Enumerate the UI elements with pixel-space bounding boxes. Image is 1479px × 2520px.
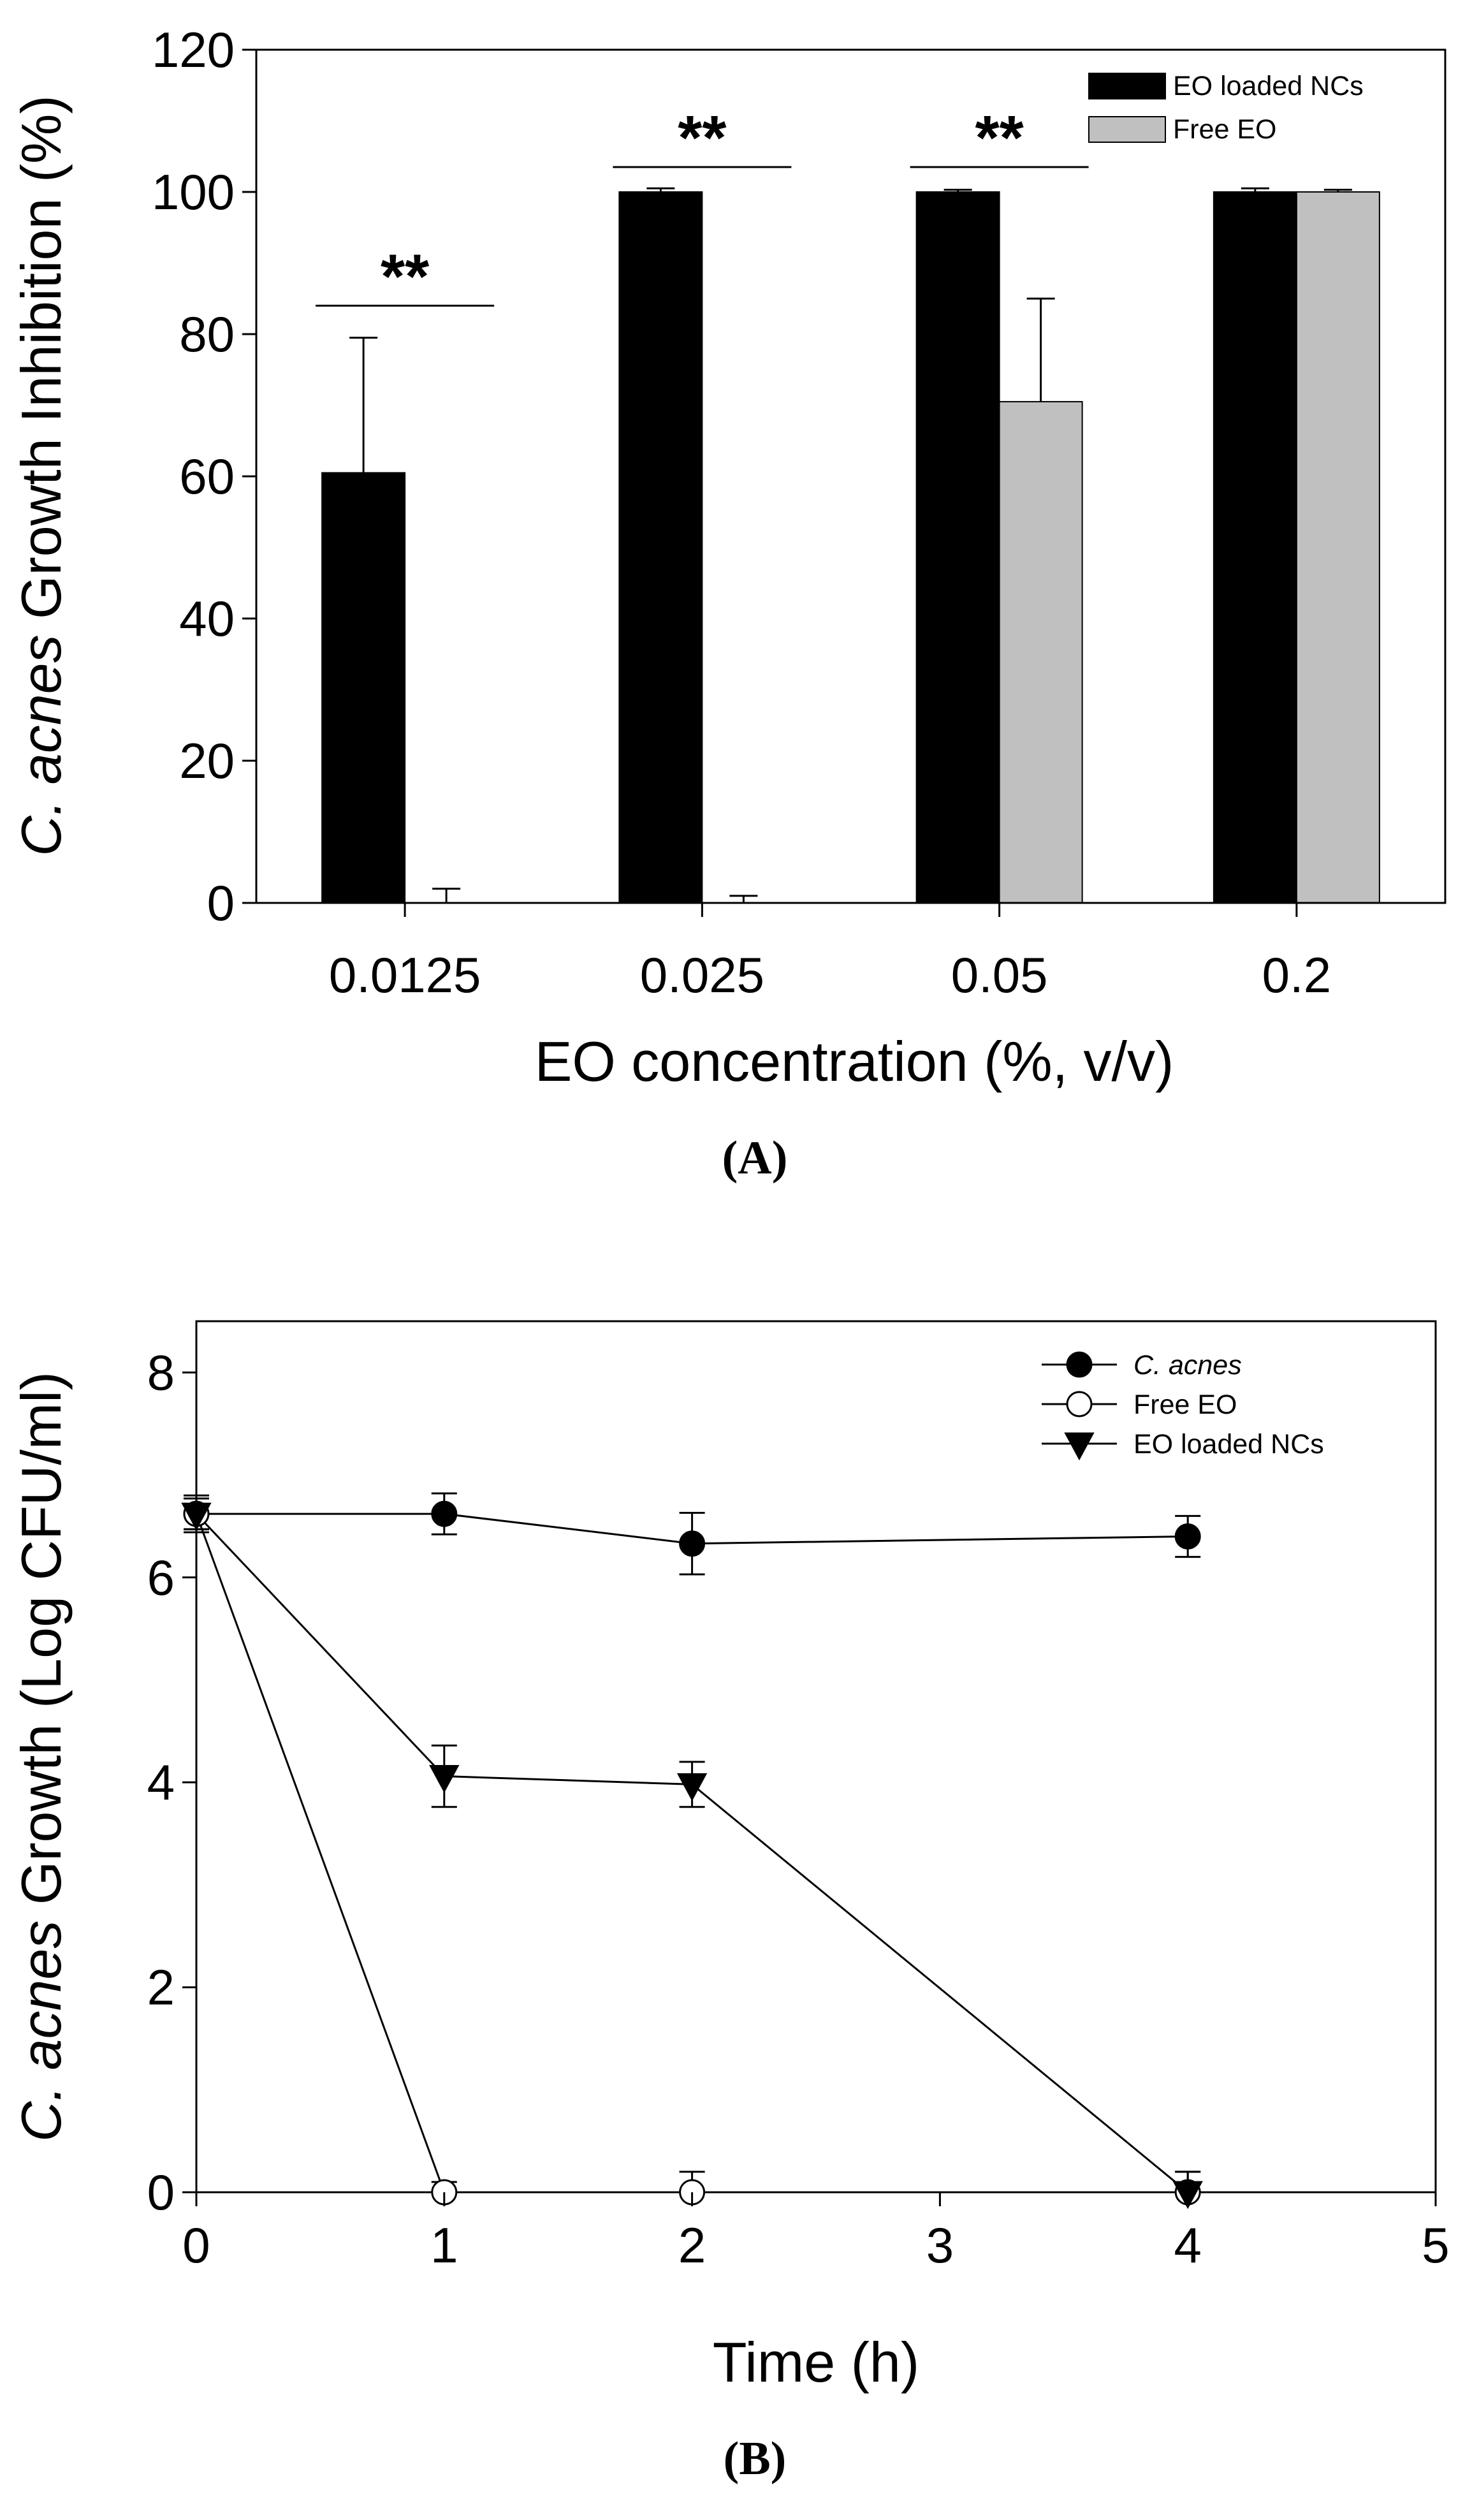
x-tick-label-0-0125: 0.0125 [329,947,481,1003]
marker-eo-loaded-ncs-2 [676,1773,708,1801]
series-line-c-acnes [196,1513,1188,1545]
x-axis-ticks: 0 1 2 3 4 5 [182,2192,1450,2273]
significance-label-0-025: ** [678,103,727,173]
y-tick-label-2: 2 [147,1960,175,2016]
series-line-free-eo [195,1513,1188,2194]
error-bar-eo-loaded-ncs-0-2 [1241,187,1269,192]
y-tick-label-0: 0 [147,2164,175,2220]
bar-eo-loaded-ncs-0-05 [915,191,1000,904]
y-axis-ticks: 0 20 40 60 80 100 120 [152,22,256,931]
legend-swatch-free-eo [1088,116,1166,143]
marker-eo-loaded-ncs-0 [181,1502,212,1531]
x-tick-label-0-025: 0.025 [640,947,764,1003]
error-bar-free-eo-0-2 [1323,189,1352,192]
error-bars-group [184,1492,1201,2194]
markers-group [181,1500,1203,2209]
panel-b-y-axis-label: C. acnes Growth (Log CFU/ml) [10,1372,73,2142]
panel-a-legend: EO loaded NCs Free EO [1088,71,1364,145]
bar-eo-loaded-ncs-0-025 [618,191,703,904]
x-tick-label-0-2: 0.2 [1262,947,1331,1003]
error-bars-group [349,187,1352,903]
y-axis-ticks: 0 2 4 6 8 [147,1344,196,2220]
marker-eo-loaded-ncs-1 [429,1765,460,1793]
error-bar-eo-loaded-ncs-0-0125 [349,337,378,473]
panel-a-x-axis-label: EO concentration (%, v/v) [535,1030,1174,1093]
x-tick-label-0-05: 0.05 [951,947,1048,1003]
x-tick-label-3: 3 [926,2217,954,2273]
panel-a-label: (A) [722,1132,788,1184]
bar-free-eo-0-2 [1295,191,1380,904]
x-axis-ticks: 0.0125 0.025 0.05 0.2 [329,903,1331,1003]
legend-label-eo-loaded-ncs: EO loaded NCs [1173,71,1364,101]
marker-c-acnes-2 [679,1530,706,1557]
bar-free-eo-0-05 [998,400,1083,904]
error-bar-eo-loaded-ncs-0-05 [943,189,972,192]
legend-label-free-eo: Free EO [1133,1389,1237,1420]
x-tick-label-2: 2 [678,2217,706,2273]
y-tick-label-0: 0 [207,875,235,931]
y-tick-label-60: 60 [179,448,235,504]
x-tick-label-4: 4 [1174,2217,1202,2273]
significance-group: ** ** ** [316,103,1089,311]
y-tick-label-120: 120 [152,22,235,78]
y-tick-label-20: 20 [179,733,235,789]
panel-b-line-chart: 0 2 4 6 8 0 1 2 3 4 5 C. acnes Growth (Log CFU/ml… [10,1320,1450,2485]
significance-label-0-0125: ** [381,241,430,311]
y-tick-label-4: 4 [147,1754,175,1810]
legend-marker-free-eo [1066,1391,1093,1418]
x-tick-label-5: 5 [1422,2217,1449,2273]
x-tick-label-0: 0 [182,2217,210,2273]
series-line-eo-loaded-ncs [195,1513,1189,2194]
y-tick-label-8: 8 [147,1344,175,1400]
bars-group [321,191,1380,904]
bar-eo-loaded-ncs-0-2 [1213,191,1297,904]
panel-b-x-axis-label: Time (h) [713,2331,919,2394]
legend-label-eo-loaded-ncs: EO loaded NCs [1133,1429,1324,1460]
error-bar-free-eo-0-05 [1026,297,1055,402]
error-bar-free-eo-0-025 [729,895,758,903]
y-tick-label-40: 40 [179,590,235,647]
y-tick-label-80: 80 [179,306,235,362]
y-tick-label-100: 100 [152,164,235,220]
legend-swatch-eo-loaded-ncs [1088,73,1166,99]
x-tick-label-1: 1 [430,2217,458,2273]
marker-c-acnes-1 [431,1500,458,1527]
legend-label-free-eo: Free EO [1173,114,1277,145]
panel-b-legend: C. acnes Free EO EO loaded NCs [1042,1350,1324,1461]
legend-marker-eo-loaded-ncs [1064,1432,1095,1461]
panel-b-label: (B) [724,2433,787,2485]
series-lines-group [195,1513,1189,2194]
error-bar-eo-loaded-ncs-0-025 [646,187,675,192]
error-bar-free-eo-0-0125 [432,888,461,903]
legend-marker-c-acnes [1066,1351,1093,1378]
marker-c-acnes-4 [1174,1523,1201,1549]
legend-label-c-acnes: C. acnes [1133,1350,1242,1381]
panel-a-y-axis-label: C. acnes Growth Inhibition (%) [10,95,73,856]
significance-label-0-05: ** [975,103,1024,173]
y-tick-label-6: 6 [147,1549,175,1606]
bar-eo-loaded-ncs-0-0125 [321,472,406,904]
